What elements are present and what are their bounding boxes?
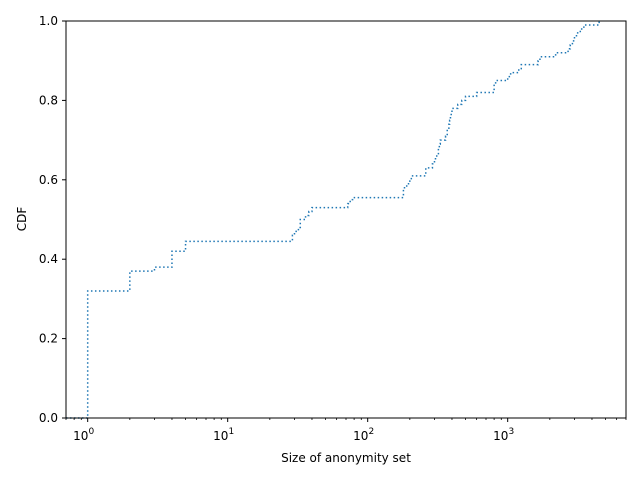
y-axis-label: CDF [15, 207, 29, 232]
plot-area [66, 21, 600, 419]
x-tick-label-0: 100 [73, 427, 94, 443]
y-tick-label-3: 0.6 [39, 173, 58, 187]
y-tick-label-4: 0.8 [39, 93, 58, 107]
x-axis-label: Size of anonymity set [281, 451, 411, 465]
x-tick-label-3: 103 [493, 427, 514, 443]
cdf-step-line-0 [66, 21, 600, 419]
y-tick-label-2: 0.4 [39, 252, 58, 266]
x-tick-label-1: 101 [213, 427, 234, 443]
y-tick-label-1: 0.2 [39, 332, 58, 346]
y-tick-label-0: 0.0 [39, 411, 58, 425]
y-tick-label-5: 1.0 [39, 14, 58, 28]
axes: 0.0 0.2 0.4 0.6 0.8 1.0 100 101 102 103 [39, 14, 627, 443]
x-tick-label-2: 102 [353, 427, 374, 443]
